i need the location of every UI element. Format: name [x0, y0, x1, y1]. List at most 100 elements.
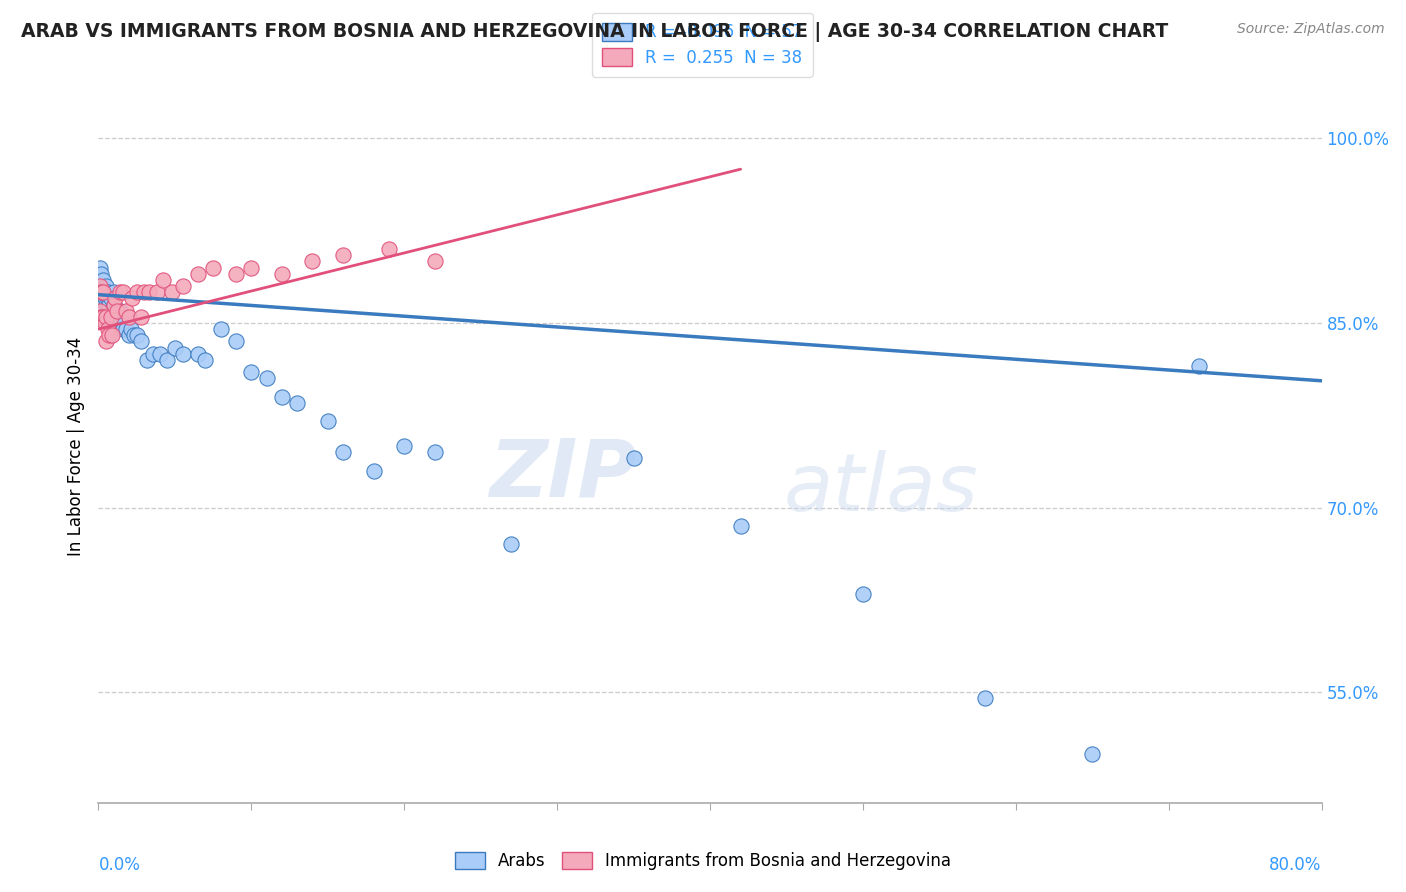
Point [98, 328, 121, 343]
Point [118, 310, 141, 324]
Point [104, 291, 127, 305]
Point [103, 285, 125, 300]
Point [134, 285, 156, 300]
Point [172, 279, 194, 293]
Legend: Arabs, Immigrants from Bosnia and Herzegovina: Arabs, Immigrants from Bosnia and Herzeg… [449, 845, 957, 877]
Point [423, 445, 446, 459]
Point [115, 303, 138, 318]
Point [240, 365, 263, 379]
Point [90, 303, 112, 318]
Point [100, 303, 122, 318]
Point [136, 352, 159, 367]
Point [98, 297, 121, 311]
Point [852, 587, 875, 601]
Point [172, 347, 194, 361]
Point [202, 260, 225, 275]
Point [93, 291, 115, 305]
Point [94, 285, 117, 300]
Legend: R = -0.096  N = 57, R =  0.255  N = 38: R = -0.096 N = 57, R = 0.255 N = 38 [592, 12, 813, 77]
Point [1188, 359, 1211, 373]
Point [974, 691, 997, 706]
Point [91, 285, 114, 300]
Point [89, 279, 111, 293]
Point [125, 285, 148, 300]
Point [104, 303, 127, 318]
Point [423, 254, 446, 268]
Point [90, 285, 112, 300]
Point [107, 316, 129, 330]
Point [94, 297, 117, 311]
Point [115, 322, 138, 336]
Point [105, 310, 128, 324]
Point [392, 439, 416, 453]
Point [97, 322, 120, 336]
Point [118, 328, 141, 343]
Point [90, 267, 112, 281]
Text: ARAB VS IMMIGRANTS FROM BOSNIA AND HERZEGOVINA IN LABOR FORCE | AGE 30-34 CORREL: ARAB VS IMMIGRANTS FROM BOSNIA AND HERZE… [21, 22, 1168, 42]
Point [316, 414, 339, 428]
Point [101, 328, 124, 343]
Point [156, 352, 179, 367]
Point [111, 322, 134, 336]
Point [97, 297, 120, 311]
Point [122, 328, 145, 343]
Point [142, 347, 165, 361]
Text: ZIP: ZIP [489, 435, 637, 514]
Point [120, 322, 142, 336]
Point [1081, 747, 1104, 761]
Point [730, 519, 752, 533]
Y-axis label: In Labor Force | Age 30-34: In Labor Force | Age 30-34 [66, 336, 84, 556]
Point [301, 254, 323, 268]
Point [101, 310, 124, 324]
Point [285, 396, 308, 410]
Point [91, 285, 114, 300]
Point [270, 390, 292, 404]
Point [94, 279, 117, 293]
Point [149, 347, 172, 361]
Point [138, 285, 160, 300]
Point [90, 310, 112, 324]
Point [94, 310, 117, 324]
Point [129, 334, 152, 349]
Point [129, 310, 152, 324]
Point [94, 334, 117, 349]
Point [108, 285, 131, 300]
Point [378, 242, 401, 256]
Point [100, 310, 122, 324]
Point [108, 303, 131, 318]
Point [93, 316, 115, 330]
Point [623, 451, 645, 466]
Point [100, 291, 122, 305]
Point [187, 267, 209, 281]
Point [225, 334, 247, 349]
Point [145, 285, 167, 300]
Point [194, 352, 217, 367]
Point [111, 285, 134, 300]
Point [501, 537, 523, 551]
Point [91, 273, 114, 287]
Point [89, 285, 111, 300]
Text: 0.0%: 0.0% [98, 856, 141, 874]
Text: Source: ZipAtlas.com: Source: ZipAtlas.com [1237, 22, 1385, 37]
Point [110, 316, 132, 330]
Point [332, 445, 354, 459]
Point [363, 464, 385, 478]
Point [97, 285, 120, 300]
Text: 80.0%: 80.0% [1270, 856, 1322, 874]
Point [89, 260, 111, 275]
Point [209, 322, 232, 336]
Point [187, 347, 209, 361]
Point [240, 260, 263, 275]
Point [121, 291, 143, 305]
Point [152, 273, 174, 287]
Point [89, 303, 111, 318]
Point [93, 285, 115, 300]
Text: atlas: atlas [783, 450, 979, 528]
Point [125, 328, 148, 343]
Point [256, 371, 278, 385]
Point [103, 297, 125, 311]
Point [332, 248, 354, 262]
Point [91, 310, 114, 324]
Point [103, 297, 125, 311]
Point [163, 341, 186, 355]
